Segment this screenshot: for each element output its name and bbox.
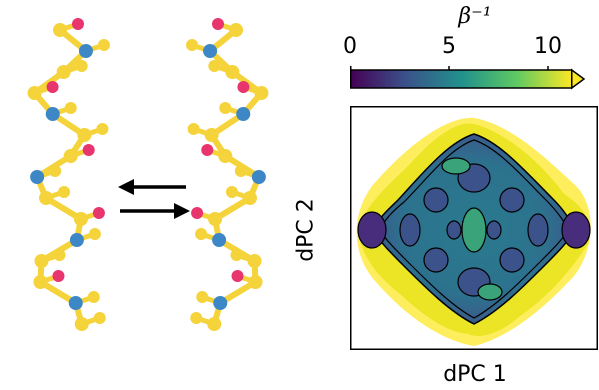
free-energy-landscape-plot bbox=[350, 106, 598, 350]
atom bbox=[82, 144, 95, 156]
atom bbox=[234, 165, 247, 177]
atom bbox=[68, 296, 83, 310]
arrow-left-head bbox=[118, 179, 134, 195]
atom bbox=[203, 44, 218, 58]
atom bbox=[207, 317, 222, 331]
atom bbox=[27, 86, 42, 100]
atom bbox=[53, 249, 66, 261]
atom bbox=[88, 228, 101, 240]
atom bbox=[87, 291, 100, 303]
central-region bbox=[441, 157, 503, 301]
energy-well bbox=[499, 187, 525, 213]
atom bbox=[73, 212, 88, 226]
atom bbox=[64, 102, 77, 114]
energy-well bbox=[527, 213, 549, 247]
molecule-illustration bbox=[27, 18, 269, 331]
atom bbox=[39, 191, 54, 205]
atom bbox=[30, 170, 45, 184]
atom bbox=[225, 65, 240, 79]
atom bbox=[219, 102, 232, 114]
right-helix-molecule bbox=[186, 18, 269, 331]
energy-well bbox=[399, 213, 421, 247]
plot-frame bbox=[350, 106, 598, 350]
atom bbox=[77, 128, 92, 142]
atom bbox=[229, 23, 243, 37]
arrow-right-head bbox=[174, 203, 190, 219]
energy-well bbox=[423, 247, 449, 273]
atom bbox=[69, 233, 84, 247]
atom bbox=[191, 207, 204, 219]
x-axis-label: dPC 1 bbox=[443, 362, 507, 387]
atom bbox=[96, 123, 109, 135]
energy-well bbox=[561, 211, 591, 249]
atom bbox=[195, 228, 208, 240]
atom bbox=[52, 270, 65, 282]
atom bbox=[63, 149, 78, 163]
energy-well bbox=[446, 220, 462, 240]
atom bbox=[236, 107, 251, 121]
central-ridge bbox=[461, 207, 487, 253]
atom bbox=[251, 170, 266, 184]
atom bbox=[196, 291, 209, 303]
atom bbox=[212, 233, 227, 247]
equilibrium-arrows bbox=[118, 179, 190, 219]
atom bbox=[212, 18, 224, 30]
energy-well bbox=[499, 247, 525, 273]
atom bbox=[208, 212, 223, 226]
atom bbox=[97, 39, 110, 51]
atom bbox=[237, 81, 250, 93]
atom bbox=[53, 23, 67, 37]
colorbar-tick-10: 10 bbox=[534, 34, 562, 59]
atom bbox=[213, 296, 228, 310]
atom bbox=[45, 107, 60, 121]
atom bbox=[204, 128, 219, 142]
atom bbox=[75, 60, 88, 72]
atom bbox=[201, 144, 214, 156]
atom bbox=[254, 86, 269, 100]
atom bbox=[187, 123, 200, 135]
atom bbox=[72, 18, 84, 30]
lower-ridge bbox=[477, 283, 503, 301]
energy-well bbox=[357, 211, 387, 249]
left-helix-molecule bbox=[27, 18, 110, 331]
colorbar-tick-5: 5 bbox=[442, 34, 456, 59]
atom bbox=[92, 207, 105, 219]
atom bbox=[78, 44, 93, 58]
energy-well bbox=[486, 220, 502, 240]
atom bbox=[231, 270, 244, 282]
atom bbox=[34, 254, 49, 268]
atom bbox=[93, 312, 106, 324]
atom bbox=[56, 65, 71, 79]
atom bbox=[190, 312, 203, 324]
atom bbox=[58, 186, 71, 198]
colorbar-title: β⁻¹ bbox=[458, 4, 492, 29]
colorbar bbox=[350, 66, 586, 90]
atom bbox=[46, 81, 59, 93]
atom bbox=[247, 254, 262, 268]
y-axis-label: dPC 2 bbox=[293, 198, 319, 262]
atom bbox=[230, 249, 243, 261]
atom bbox=[33, 275, 48, 289]
atom bbox=[248, 275, 263, 289]
contour-2 bbox=[379, 139, 569, 319]
energy-well bbox=[423, 187, 449, 213]
atom bbox=[208, 60, 221, 72]
atom bbox=[225, 186, 238, 198]
colorbar-tick-0: 0 bbox=[343, 34, 357, 59]
atom bbox=[186, 39, 199, 51]
upper-ridge bbox=[441, 157, 471, 175]
atom bbox=[74, 317, 89, 331]
atom bbox=[49, 165, 62, 177]
atom bbox=[242, 191, 257, 205]
atom bbox=[218, 149, 233, 163]
